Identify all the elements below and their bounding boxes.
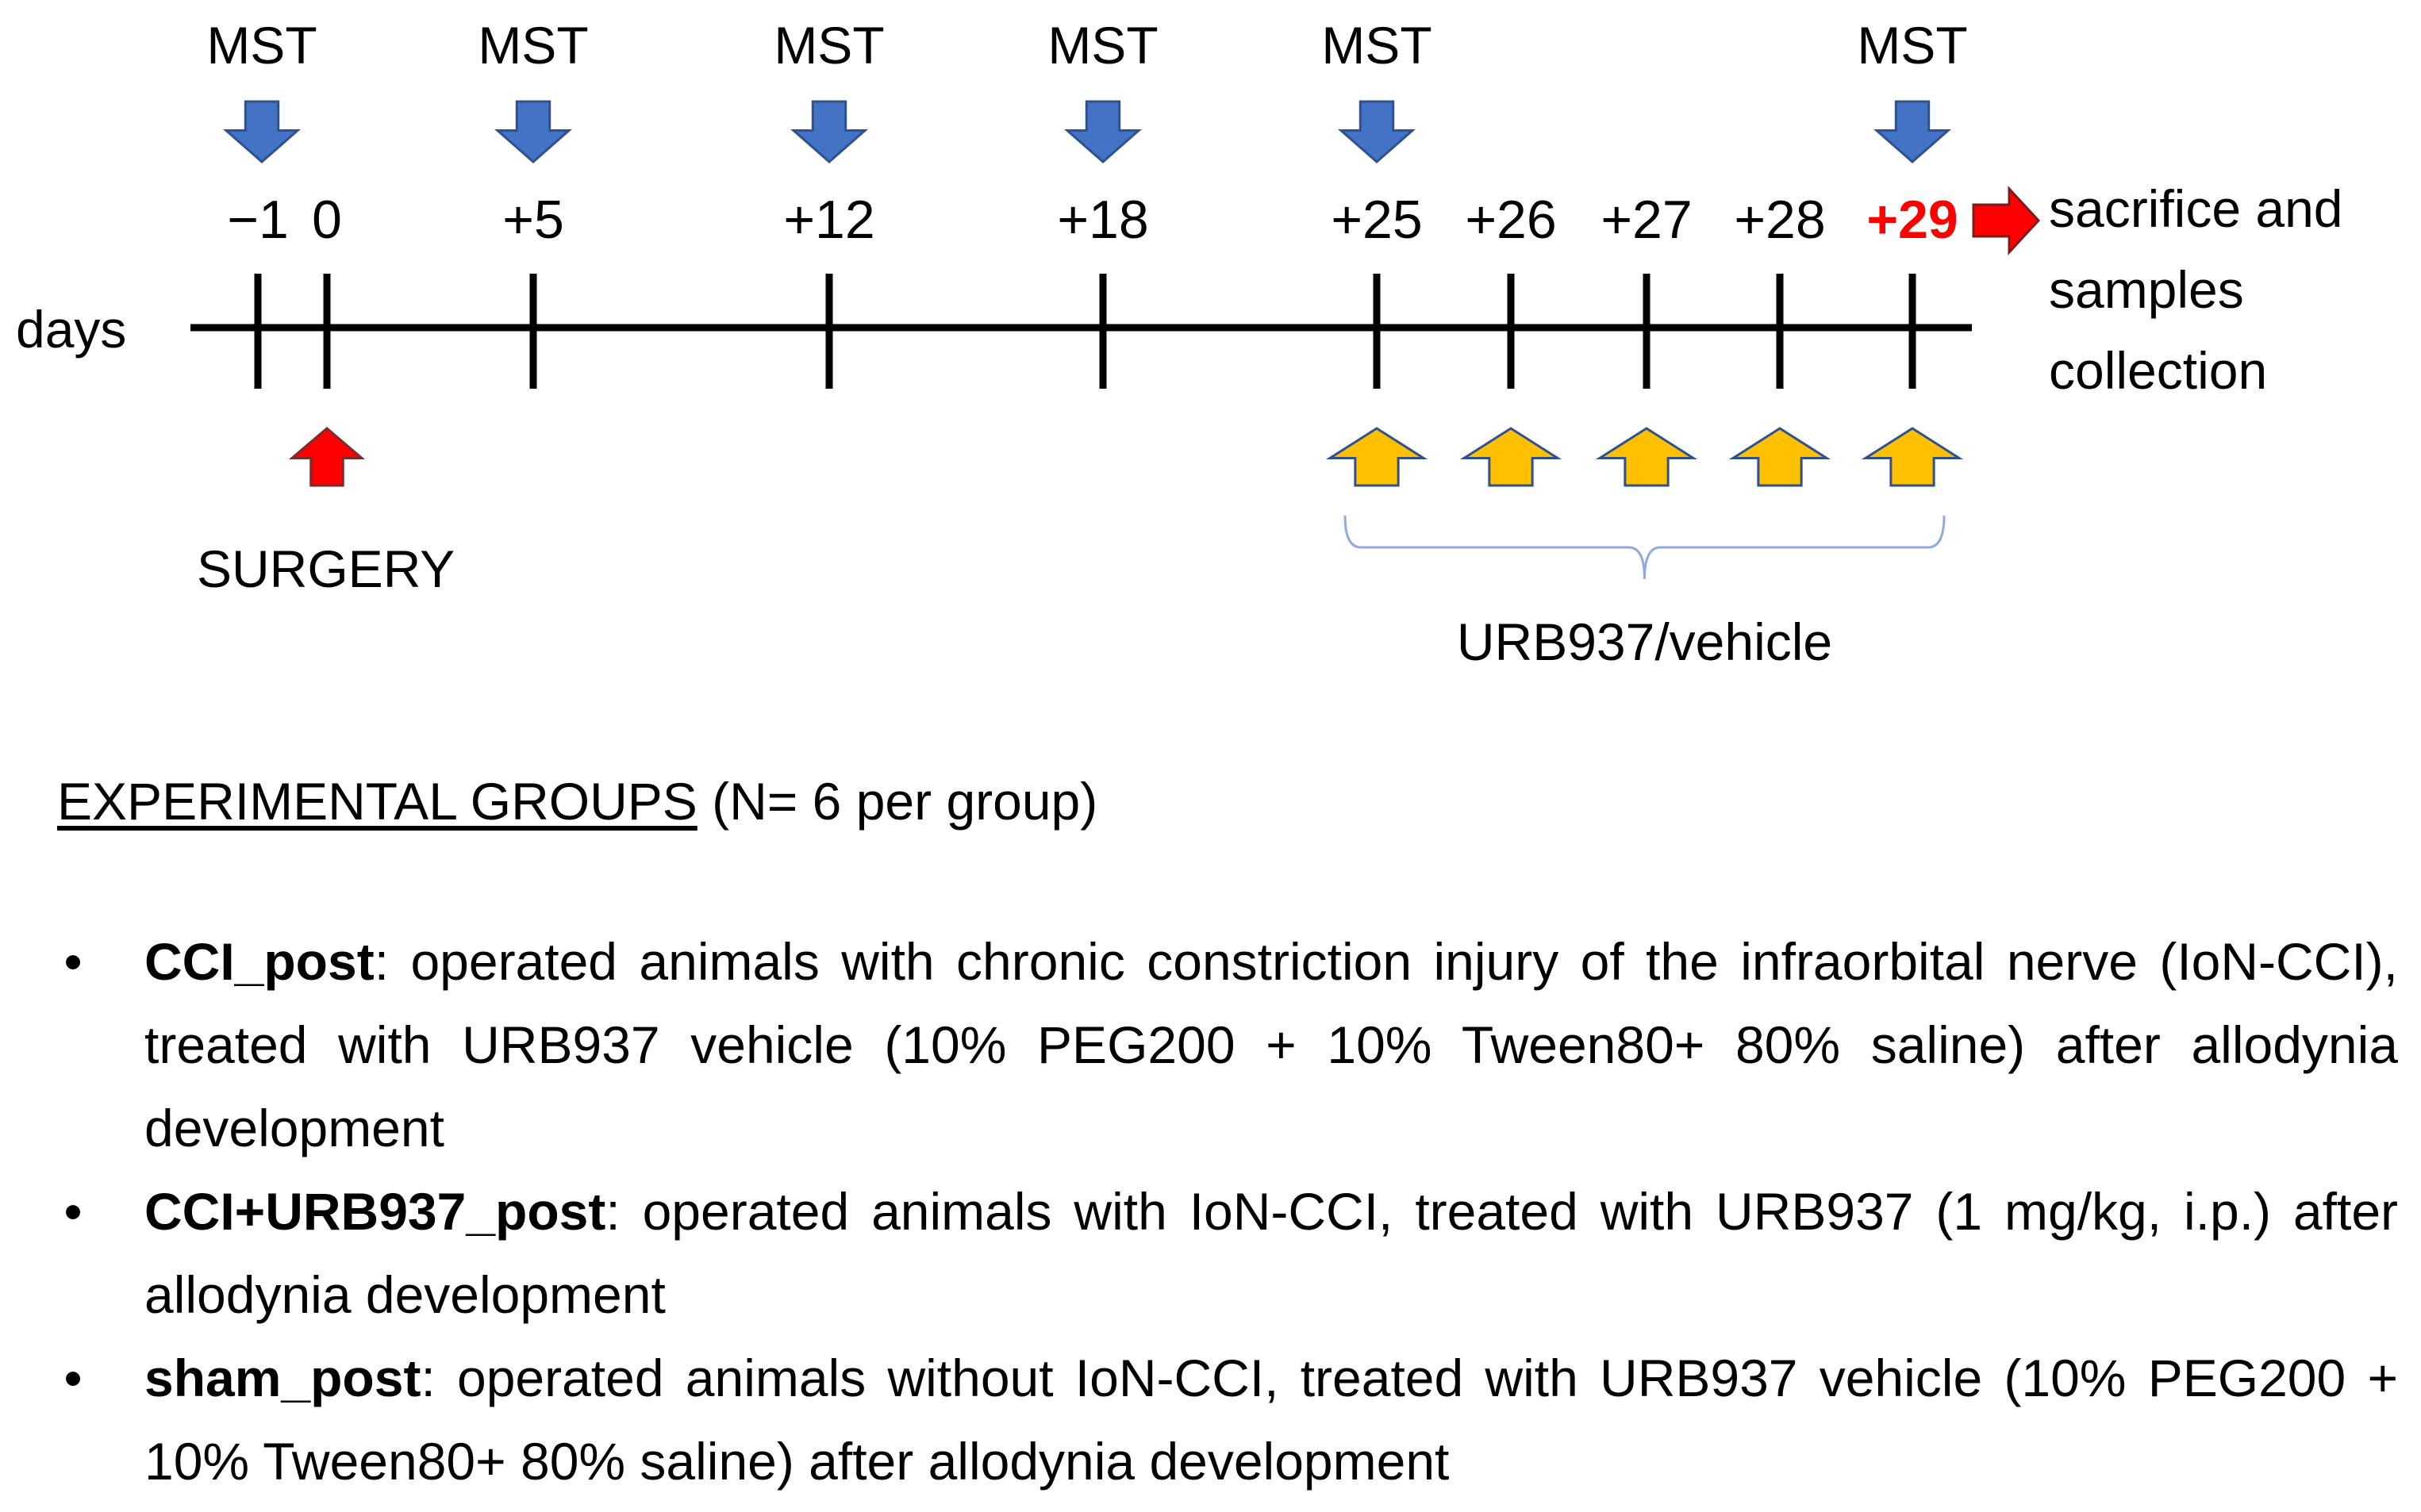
- treatment-arrow-icon: [1459, 427, 1562, 487]
- mst-label: MST: [206, 16, 317, 75]
- surgery-arrow-icon: [288, 427, 366, 487]
- group-description: : operated animals with IoN-CCI, treated…: [144, 1182, 2398, 1324]
- day-label: +5: [502, 190, 564, 250]
- bullet-icon: •: [63, 1182, 83, 1241]
- treatment-brace: [1343, 515, 1946, 580]
- bullet-icon: •: [63, 1349, 83, 1407]
- end-arrow-icon: [1972, 186, 2041, 255]
- group-item: • sham_post: operated animals without IoN…: [57, 1337, 2398, 1503]
- mst-arrow-icon: [494, 100, 572, 163]
- day-label: +12: [783, 190, 874, 250]
- group-description: : operated animals without IoN-CCI, trea…: [144, 1349, 2398, 1491]
- day-label: +25: [1331, 190, 1422, 250]
- group-item: • CCI+URB937_post: operated animals with …: [57, 1170, 2398, 1337]
- mst-marks: MST MST MST MST MST MST: [206, 16, 1968, 163]
- axis-label: days: [16, 300, 126, 359]
- mst-arrow-icon: [223, 100, 301, 163]
- group-name: sham_post: [144, 1349, 421, 1407]
- mst-arrow-icon: [790, 100, 868, 163]
- mst-arrow-icon: [1064, 100, 1142, 163]
- treatment-label: URB937/vehicle: [1457, 612, 1832, 671]
- day-label: +18: [1057, 190, 1148, 250]
- day-label: +27: [1601, 190, 1692, 250]
- group-description: : operated animals with chronic constric…: [144, 932, 2398, 1157]
- mst-label: MST: [1321, 16, 1431, 75]
- treatment-arrow-icon: [1728, 427, 1831, 487]
- end-label-line-1: sacrifice and: [2049, 179, 2343, 238]
- treatment-marks: [1325, 427, 1964, 487]
- timeline-diagram: days −1 0 +5 +12 +18 +25 +26 +27 +28 +29 MST MST MS…: [16, 16, 2358, 671]
- group-item: • CCI_post: operated animals with chronic…: [57, 920, 2398, 1170]
- day-label: +26: [1465, 190, 1556, 250]
- day-label: 0: [312, 190, 342, 250]
- groups-heading-count: (N= 6 per group): [697, 772, 1098, 831]
- group-list: • CCI_post: operated animals with chronic…: [57, 920, 2398, 1503]
- bullet-icon: •: [63, 932, 83, 991]
- end-label-line-2: samples: [2049, 260, 2244, 319]
- end-label: sacrifice and samples collection: [2049, 179, 2358, 400]
- mst-label: MST: [478, 16, 588, 75]
- mst-label: MST: [1047, 16, 1158, 75]
- mst-label: MST: [774, 16, 884, 75]
- mst-arrow-icon: [1873, 100, 1951, 163]
- groups-heading: EXPERIMENTAL GROUPS (N= 6 per group): [57, 769, 2398, 833]
- end-label-line-3: collection: [2049, 341, 2267, 400]
- day-label: +29: [1866, 190, 1958, 250]
- treatment-arrow-icon: [1595, 427, 1698, 487]
- mst-arrow-icon: [1338, 100, 1416, 163]
- day-label: −1: [227, 190, 289, 250]
- day-marks: −1 0 +5 +12 +18 +25 +26 +27 +28 +29: [227, 190, 1958, 389]
- treatment-arrow-icon: [1861, 427, 1964, 487]
- group-name: CCI_post: [144, 932, 375, 991]
- groups-heading-title: EXPERIMENTAL GROUPS: [57, 772, 697, 831]
- treatment-arrow-icon: [1325, 427, 1428, 487]
- experimental-groups: EXPERIMENTAL GROUPS (N= 6 per group) • CC…: [57, 769, 2398, 1503]
- group-name: CCI+URB937_post: [144, 1182, 606, 1241]
- mst-label: MST: [1857, 16, 1967, 75]
- surgery-label: SURGERY: [197, 539, 455, 598]
- day-label: +28: [1734, 190, 1825, 250]
